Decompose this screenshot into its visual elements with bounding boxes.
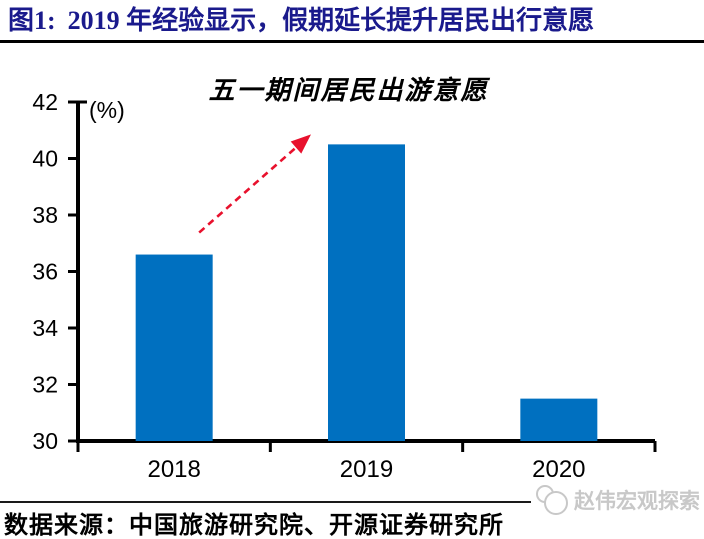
header-divider (0, 40, 704, 43)
y-axis-unit-label: (%) (89, 97, 125, 123)
x-tick-label-2018: 2018 (147, 456, 200, 483)
brand-logo-icon (536, 485, 568, 515)
y-tick-label: 36 (32, 259, 58, 285)
bar-2019 (328, 144, 405, 441)
y-tick-label: 38 (32, 202, 58, 228)
figure-caption: 图1: 2019 年经验显示，假期延长提升居民出行意愿 (8, 5, 700, 37)
trend-arrow-line (198, 146, 297, 234)
chart-title: 五一期间居民出游意愿 (208, 76, 489, 105)
data-source-note: 数据来源：中国旅游研究院、开源证券研究所 (4, 513, 504, 539)
y-tick-label: 34 (32, 315, 58, 341)
x-tick-label-2019: 2019 (340, 456, 393, 483)
trend-arrow-head (290, 134, 311, 154)
brand-watermark: 赵伟宏观探索 (531, 481, 704, 519)
figure-title: 2019 年经验显示，假期延长提升居民出行意愿 (67, 6, 595, 35)
brand-watermark-text: 赵伟宏观探索 (574, 489, 700, 513)
bar-2020 (520, 398, 598, 441)
y-tick-label: 42 (32, 89, 58, 115)
y-tick-label: 30 (32, 428, 58, 454)
bar-2018 (135, 254, 213, 441)
figure-number: 图1: (8, 6, 56, 35)
footer-divider (0, 501, 704, 503)
x-tick-label-2020: 2020 (532, 456, 585, 483)
y-tick-label: 40 (32, 146, 58, 172)
y-tick-label: 32 (32, 372, 58, 398)
